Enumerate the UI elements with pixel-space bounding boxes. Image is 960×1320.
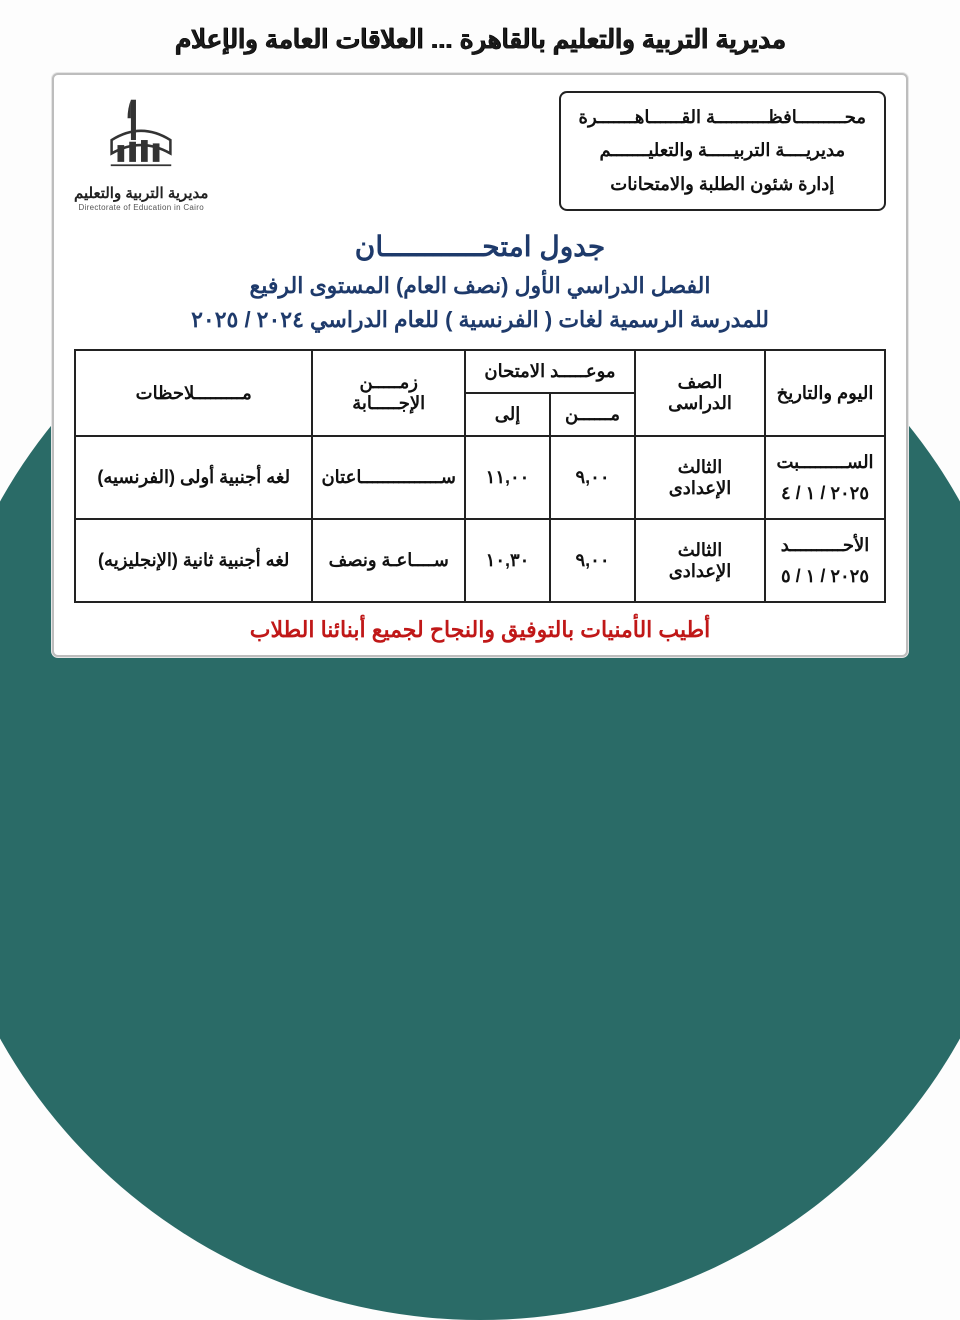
cell-date: الأحــــــــــد ٢٠٢٥ / ١ / ٥ xyxy=(765,519,885,602)
title-main: جدول امتحــــــــــــان xyxy=(74,230,886,263)
cell-notes: لغه أجنبية أولى (الفرنسيه) xyxy=(75,436,312,519)
document-frame: محـــــــــافظــــــــــة القــــــاهـــ… xyxy=(52,73,908,657)
cell-from: ٩,٠٠ xyxy=(550,436,635,519)
col-from: مــــــن xyxy=(550,393,635,436)
logo-english-text: Directorate of Education in Cairo xyxy=(74,203,208,212)
header-row: محـــــــــافظــــــــــة القــــــاهـــ… xyxy=(74,91,886,212)
col-duration: زمـــــن الإجـــــابة xyxy=(312,350,465,436)
cell-grade: الثالث الإعدادى xyxy=(635,436,765,519)
cell-date-value: ٢٠٢٥ / ١ / ٤ xyxy=(774,478,876,509)
title-block: جدول امتحــــــــــــان الفصل الدراسي ال… xyxy=(74,230,886,333)
cell-date: الســـــــــبت ٢٠٢٥ / ١ / ٤ xyxy=(765,436,885,519)
exam-schedule-table: اليوم والتاريخ الصف الدراسى موعـــــد ال… xyxy=(74,349,886,603)
col-to: إلى xyxy=(465,393,550,436)
org-line-3: إدارة شئون الطلبة والامتحانات xyxy=(579,168,866,201)
org-line-2: مديريــــة التربيـــــة والتعليـــــــم xyxy=(579,134,866,167)
cell-to: ١١,٠٠ xyxy=(465,436,550,519)
cell-notes: لغه أجنبية ثانية (الإنجليزيه) xyxy=(75,519,312,602)
col-date: اليوم والتاريخ xyxy=(765,350,885,436)
cell-to: ١٠,٣٠ xyxy=(465,519,550,602)
logo-block: مديرية التربية والتعليم Directorate of E… xyxy=(74,91,208,212)
col-notes: مـــــــــلاحظات xyxy=(75,350,312,436)
table-row: الســـــــــبت ٢٠٢٥ / ١ / ٤ الثالث الإعد… xyxy=(75,436,885,519)
org-line-1: محـــــــــافظــــــــــة القــــــاهـــ… xyxy=(579,101,866,134)
organization-box: محـــــــــافظــــــــــة القــــــاهـــ… xyxy=(559,91,886,211)
cell-grade: الثالث الإعدادى xyxy=(635,519,765,602)
logo-arabic-text: مديرية التربية والتعليم xyxy=(74,184,208,202)
title-sub2: للمدرسة الرسمية لغات ( الفرنسية ) للعام … xyxy=(74,307,886,333)
footer-message: أطيب الأمنيات بالتوفيق والنجاح لجميع أبن… xyxy=(74,617,886,643)
col-grade: الصف الدراسى xyxy=(635,350,765,436)
cell-duration: ســــاعـة ونصف xyxy=(312,519,465,602)
cell-day: الأحــــــــــد xyxy=(774,530,876,561)
cairo-logo-icon xyxy=(99,93,183,177)
cell-duration: ســـــــــــــــاعتان xyxy=(312,436,465,519)
cell-from: ٩,٠٠ xyxy=(550,519,635,602)
col-exam-time: موعـــــد الامتحان xyxy=(465,350,635,393)
table-header-row-1: اليوم والتاريخ الصف الدراسى موعـــــد ال… xyxy=(75,350,885,393)
table-row: الأحــــــــــد ٢٠٢٥ / ١ / ٥ الثالث الإع… xyxy=(75,519,885,602)
cell-date-value: ٢٠٢٥ / ١ / ٥ xyxy=(774,561,876,592)
title-sub1: الفصل الدراسي الأول (نصف العام) المستوى … xyxy=(74,273,886,299)
page-title: مديرية التربية والتعليم بالقاهرة ... الع… xyxy=(0,0,960,73)
cell-day: الســـــــــبت xyxy=(774,447,876,478)
